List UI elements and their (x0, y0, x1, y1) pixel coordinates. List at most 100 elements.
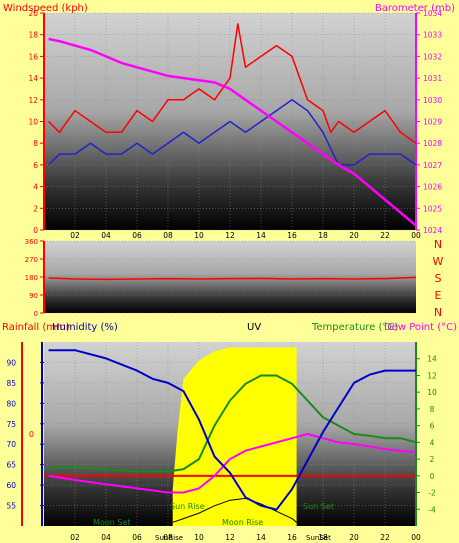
humidity-tick-label: 90 (6, 358, 16, 367)
temp-tick-label: 4 (430, 438, 435, 447)
compass-label: N (434, 238, 442, 251)
temp-x-tick-label: 14 (256, 533, 266, 542)
series-dir (48, 276, 417, 281)
wind-series (48, 23, 417, 227)
baro-tick-label: 1034 (423, 9, 442, 18)
temp-series (44, 347, 417, 526)
temp-x-tick-label: 12 (225, 533, 235, 542)
humidity-tick-label: 70 (6, 440, 16, 449)
dew-axis-label: Dew Point (°C) (384, 322, 457, 333)
temp-x-tick-label: 06 (132, 533, 142, 542)
baro-axis-label: Barometer (mb) (375, 3, 455, 14)
wind-x-tick-label: 10 (194, 231, 204, 240)
temp-x-tick-label: 00 (411, 533, 421, 542)
wind-tick-label: 0 (33, 226, 38, 235)
temp-tick-label: 6 (430, 422, 435, 431)
wind-x-tick-label: 18 (318, 231, 328, 240)
wind-x-tick-label: 06 (132, 231, 142, 240)
temp-y-ticks: -4 -2 0 2 4 6 8 10 12 14 (415, 342, 437, 526)
uv-axis-label: UV (247, 322, 261, 333)
humidity-tick-label: 65 (6, 461, 16, 470)
sunrise-axis-label: SunRise (155, 534, 183, 542)
wind-tick-label: 6 (33, 161, 38, 170)
wind-tick-label: 20 (28, 9, 38, 18)
wind-x-tick-label: 02 (70, 231, 80, 240)
temp-axis-label: Temperature (°C) (311, 322, 398, 333)
baro-tick-label: 1028 (423, 139, 442, 148)
temp-x-tick-label: 08 (163, 533, 173, 542)
series-solar (172, 497, 297, 523)
humidity-tick-label: 55 (6, 502, 16, 511)
sunrise-label: Sun Rise (170, 502, 205, 511)
baro-tick-label: 1029 (423, 118, 442, 127)
compass-label: W (433, 255, 444, 268)
direction-tick-label: 180 (25, 274, 38, 282)
wind-x-tick-label: 20 (349, 231, 359, 240)
temp-x-tick-label: 18 (318, 533, 328, 542)
sunset-axis-label: SunSet (306, 534, 331, 542)
wind-x-tick-label: 12 (225, 231, 235, 240)
temp-x-tick-label: 04 (101, 533, 111, 542)
series-gust (48, 23, 417, 144)
wind-tick-label: 8 (33, 139, 38, 148)
temp-tick-label: 10 (427, 388, 437, 397)
temp-x-ticks: 02 04 06 08 10 12 14 16 18 20 22 00 (70, 533, 421, 542)
baro-tick-label: 1030 (423, 96, 442, 105)
temp-x-tick-label: 02 (70, 533, 80, 542)
series-dewpoint (48, 433, 417, 494)
temp-tick-label: 8 (430, 405, 435, 414)
wind-x-ticks: 02 04 06 08 10 12 14 16 18 20 22 00 (70, 231, 421, 240)
series-humidity (48, 349, 416, 511)
wind-tick-label: 4 (33, 183, 38, 192)
temp-x-tick-label: 16 (287, 533, 297, 542)
rain-zero-label: 0 (29, 430, 34, 439)
wind-tick-label: 12 (28, 96, 38, 105)
compass-label: S (435, 272, 442, 285)
wind-tick-label: 18 (28, 31, 38, 40)
wind-tick-label: 16 (28, 52, 38, 61)
direction-grid (44, 240, 416, 314)
baro-y-ticks: 1024 1025 1026 1027 1028 1029 1030 1031 1032 1033… (415, 9, 442, 235)
series-baro (48, 37, 417, 227)
wind-x-tick-label: 16 (287, 231, 297, 240)
direction-tick-label: 270 (25, 256, 38, 264)
humidity-y-ticks: 55 60 65 70 75 80 85 90 (6, 342, 44, 526)
humidity-tick-label: 85 (6, 379, 16, 388)
baro-tick-label: 1027 (423, 161, 442, 170)
wind-x-tick-label: 22 (380, 231, 390, 240)
direction-series (48, 276, 417, 281)
direction-tick-label: 360 (25, 238, 38, 246)
baro-tick-label: 1026 (423, 183, 442, 192)
sunset-label: Sun Set (303, 502, 334, 511)
temp-tick-label: 12 (427, 371, 437, 380)
series-uv (172, 347, 297, 526)
temp-tick-label: 14 (427, 355, 437, 364)
baro-tick-label: 1033 (423, 31, 442, 40)
temp-tick-label: -2 (428, 489, 436, 498)
temp-x-tick-label: 22 (380, 533, 390, 542)
humidity-tick-label: 75 (6, 420, 16, 429)
baro-tick-label: 1024 (423, 226, 442, 235)
wind-x-tick-label: 08 (163, 231, 173, 240)
temp-x-tick-label: 20 (349, 533, 359, 542)
humidity-tick-label: 60 (6, 481, 16, 490)
series-avg (48, 99, 417, 166)
moonset-label: Moon Set (93, 518, 130, 527)
rain-axis-label: Rainfall (mm) (2, 322, 70, 333)
baro-tick-label: 1031 (423, 74, 442, 83)
wind-x-tick-label: 00 (411, 231, 421, 240)
compass-label: E (435, 289, 442, 302)
temp-tick-label: -4 (428, 505, 436, 514)
moonrise-label: Moon Rise (222, 518, 263, 527)
compass-label: N (434, 306, 442, 319)
wind-x-tick-label: 04 (101, 231, 111, 240)
temp-x-tick-label: 10 (194, 533, 204, 542)
humidity-tick-label: 80 (6, 399, 16, 408)
temp-tick-label: 0 (430, 472, 435, 481)
direction-y-ticks: 0 90 180 270 360 (25, 238, 45, 318)
series-temperature (48, 374, 417, 473)
wind-tick-label: 10 (28, 118, 38, 127)
baro-tick-label: 1025 (423, 204, 442, 213)
